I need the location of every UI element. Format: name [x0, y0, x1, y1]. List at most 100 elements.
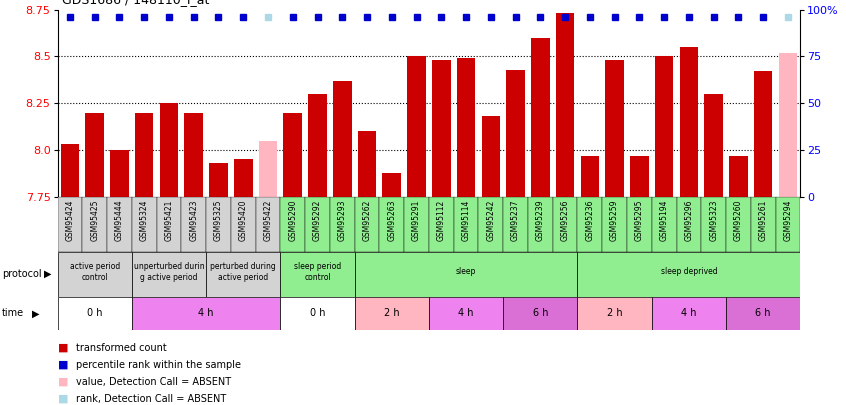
Text: value, Detection Call = ABSENT: value, Detection Call = ABSENT: [76, 377, 231, 387]
Bar: [776, 197, 800, 252]
Text: ■: ■: [58, 360, 68, 370]
Bar: [457, 58, 475, 197]
Bar: [429, 197, 453, 252]
Text: GSM95194: GSM95194: [660, 200, 668, 241]
Bar: [655, 56, 673, 197]
Bar: [578, 252, 800, 297]
Text: GSM95114: GSM95114: [462, 200, 470, 241]
Text: 2 h: 2 h: [607, 309, 623, 318]
Bar: [209, 163, 228, 197]
Text: GSM95260: GSM95260: [734, 200, 743, 241]
Bar: [382, 173, 401, 197]
Bar: [503, 197, 528, 252]
Bar: [503, 297, 578, 330]
Bar: [206, 252, 280, 297]
Bar: [506, 70, 525, 197]
Text: GSM95324: GSM95324: [140, 200, 149, 241]
Text: GSM95263: GSM95263: [387, 200, 396, 241]
Bar: [234, 160, 252, 197]
Bar: [630, 156, 649, 197]
Bar: [231, 197, 255, 252]
Text: 4 h: 4 h: [681, 309, 696, 318]
Bar: [404, 197, 429, 252]
Bar: [85, 113, 104, 197]
Bar: [132, 297, 280, 330]
Bar: [726, 197, 750, 252]
Text: rank, Detection Call = ABSENT: rank, Detection Call = ABSENT: [76, 394, 227, 404]
Text: GSM95237: GSM95237: [511, 200, 520, 241]
Bar: [181, 197, 206, 252]
Text: GSM95444: GSM95444: [115, 200, 124, 241]
Bar: [107, 197, 132, 252]
Text: 4 h: 4 h: [459, 309, 474, 318]
Text: time: time: [2, 309, 24, 318]
Text: sleep: sleep: [456, 267, 476, 277]
Text: percentile rank within the sample: percentile rank within the sample: [76, 360, 241, 370]
Bar: [280, 297, 354, 330]
Text: GSM95256: GSM95256: [561, 200, 569, 241]
Text: GSM95292: GSM95292: [313, 200, 322, 241]
Text: GSM95239: GSM95239: [536, 200, 545, 241]
Text: GSM95290: GSM95290: [288, 200, 297, 241]
Bar: [160, 103, 179, 197]
Bar: [432, 60, 451, 197]
Bar: [627, 197, 651, 252]
Text: GSM95262: GSM95262: [363, 200, 371, 241]
Text: 0 h: 0 h: [310, 309, 325, 318]
Bar: [259, 141, 277, 197]
Text: GSM95293: GSM95293: [338, 200, 347, 241]
Bar: [135, 113, 153, 197]
Bar: [206, 197, 231, 252]
Bar: [184, 113, 203, 197]
Bar: [132, 252, 206, 297]
Bar: [354, 197, 379, 252]
Bar: [580, 156, 599, 197]
Bar: [729, 156, 748, 197]
Text: GSM95295: GSM95295: [634, 200, 644, 241]
Text: 6 h: 6 h: [755, 309, 771, 318]
Text: GSM95242: GSM95242: [486, 200, 495, 241]
Bar: [531, 38, 550, 197]
Text: 4 h: 4 h: [198, 309, 214, 318]
Bar: [651, 197, 677, 252]
Bar: [552, 197, 578, 252]
Text: GSM95423: GSM95423: [190, 200, 198, 241]
Text: GSM95291: GSM95291: [412, 200, 421, 241]
Bar: [479, 197, 503, 252]
Text: ■: ■: [58, 377, 68, 387]
Text: GSM95236: GSM95236: [585, 200, 595, 241]
Bar: [358, 131, 376, 197]
Text: GSM95261: GSM95261: [759, 200, 767, 241]
Bar: [61, 145, 80, 197]
Bar: [453, 197, 479, 252]
Bar: [379, 197, 404, 252]
Text: active period
control: active period control: [69, 262, 120, 281]
Bar: [750, 197, 776, 252]
Bar: [481, 116, 500, 197]
Bar: [280, 252, 354, 297]
Text: GSM95296: GSM95296: [684, 200, 694, 241]
Text: GSM95259: GSM95259: [610, 200, 619, 241]
Text: GSM95425: GSM95425: [91, 200, 99, 241]
Bar: [330, 197, 354, 252]
Text: unperturbed durin
g active period: unperturbed durin g active period: [134, 262, 204, 281]
Text: GSM95323: GSM95323: [709, 200, 718, 241]
Bar: [82, 197, 107, 252]
Bar: [308, 94, 327, 197]
Text: ■: ■: [58, 394, 68, 404]
Text: ▶: ▶: [44, 269, 52, 279]
Bar: [283, 113, 302, 197]
Bar: [255, 197, 280, 252]
Text: GSM95112: GSM95112: [437, 200, 446, 241]
Text: ▶: ▶: [32, 309, 40, 318]
Bar: [110, 150, 129, 197]
Text: GSM95422: GSM95422: [263, 200, 272, 241]
Bar: [705, 94, 723, 197]
Text: perturbed during
active period: perturbed during active period: [211, 262, 276, 281]
Text: protocol: protocol: [2, 269, 41, 279]
Bar: [556, 13, 574, 197]
Text: ■: ■: [58, 343, 68, 353]
Bar: [726, 297, 800, 330]
Text: 6 h: 6 h: [533, 309, 548, 318]
Text: GSM95421: GSM95421: [164, 200, 173, 241]
